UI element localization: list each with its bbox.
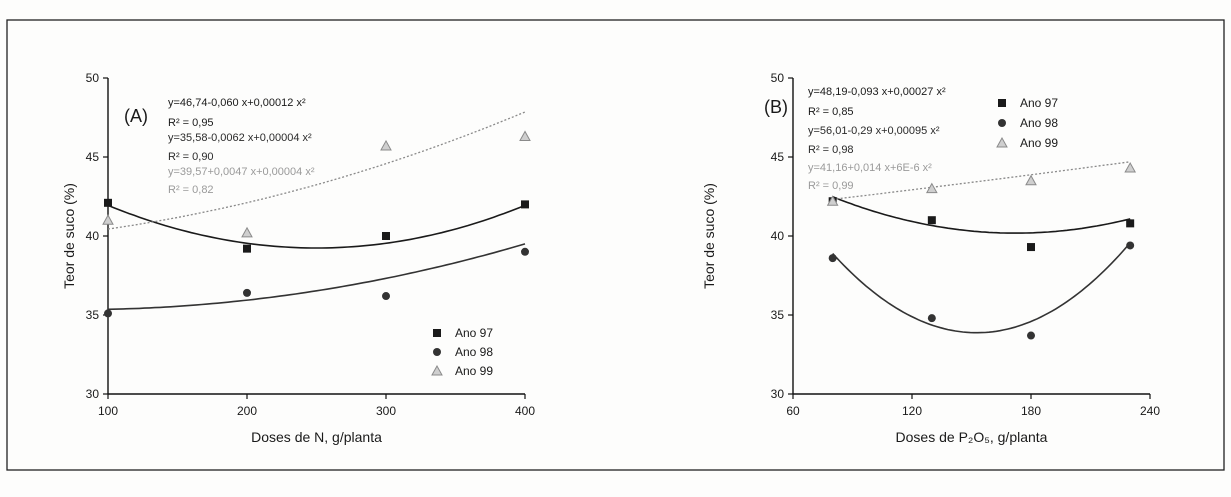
chart-b-equation-ano-98: y=56,01-0,29 x+0,00095 x² <box>808 125 940 137</box>
chart-b-legend-label-ano-99: Ano 99 <box>1020 136 1058 150</box>
chart-a-xtick-label: 400 <box>515 404 535 418</box>
chart-b-point-ano-99 <box>1025 174 1037 186</box>
chart-b-legend-label-ano-98: Ano 98 <box>1020 116 1058 130</box>
chart-a-series-ano-99 <box>102 111 531 238</box>
chart-a-point-ano-97 <box>382 232 390 240</box>
chart-b-point-ano-98 <box>828 254 837 263</box>
chart-b-ytick-label: 30 <box>771 387 785 401</box>
chart-b-series-ano-98 <box>828 241 1135 340</box>
chart-a-legend-marker-ano-98 <box>433 348 441 356</box>
chart-b-equation-ano-99: y=41,16+0,014 x+6E-6 x² <box>808 162 932 174</box>
chart-a-ytick-label: 40 <box>86 229 100 243</box>
chart-a-r2-ano-97: R² = 0,95 <box>168 117 214 129</box>
chart-a-panel-label: (A) <box>124 106 148 126</box>
chart-a-point-ano-99 <box>102 214 114 225</box>
chart-a-point-ano-98 <box>243 288 251 297</box>
chart-b-ytick-label: 35 <box>771 308 785 322</box>
chart-b-ytick-label: 50 <box>771 71 785 85</box>
chart-b-point-ano-98 <box>927 314 936 323</box>
chart-b-point-ano-99 <box>925 182 938 194</box>
chart-b-legend-marker-ano-97 <box>998 99 1006 107</box>
chart-a-xtick-label: 200 <box>237 404 257 418</box>
chart-b-r2-ano-97: R² = 0,85 <box>808 106 854 118</box>
chart-b-series-ano-97 <box>828 196 1135 252</box>
chart-a-y-axis-label: Teor de suco (%) <box>61 183 77 289</box>
chart-b-xtick-label: 120 <box>902 404 922 418</box>
chart-a-r2-ano-98: R² = 0,90 <box>168 151 214 163</box>
chart-b-r2-ano-98: R² = 0,98 <box>808 144 854 156</box>
chart-a-legend-label-ano-99: Ano 99 <box>455 364 493 378</box>
chart-a-xtick-label: 100 <box>98 404 118 418</box>
chart-a-point-ano-98 <box>104 309 112 318</box>
chart-a-point-ano-99 <box>519 130 531 141</box>
chart-b-point-ano-97 <box>1027 243 1035 252</box>
chart-b-y-axis-label: Teor de suco (%) <box>701 183 717 289</box>
chart-b-xtick-label: 240 <box>1140 404 1160 418</box>
chart-b-point-ano-98 <box>1126 241 1135 250</box>
chart-a-series-ano-97 <box>104 198 529 253</box>
chart-a-legend-label-ano-98: Ano 98 <box>455 345 493 359</box>
chart-b-point-ano-98 <box>1027 331 1035 340</box>
chart-a-point-ano-97 <box>243 244 251 253</box>
chart-b-xtick-label: 60 <box>786 404 800 418</box>
chart-a-legend-marker-ano-97 <box>433 329 441 337</box>
chart-a-series-ano-98 <box>104 243 529 318</box>
chart-b-panel-label: (B) <box>764 97 788 117</box>
chart-b-fit-curve-ano-97 <box>832 196 1131 234</box>
chart-a-point-ano-98 <box>521 247 529 256</box>
chart-b-fit-curve-ano-99 <box>832 161 1131 201</box>
chart-a-fit-curve-ano-98 <box>107 243 526 311</box>
chart-b-point-ano-97 <box>1126 219 1135 228</box>
chart-b-r2-ano-99: R² = 0,99 <box>808 180 854 192</box>
chart-a-point-ano-98 <box>382 292 390 301</box>
chart-a-legend-marker-ano-99 <box>431 364 443 376</box>
chart-a-legend-label-ano-97: Ano 97 <box>455 326 493 340</box>
chart-b-fit-curve-ano-98 <box>832 242 1131 334</box>
chart-b-point-ano-97 <box>927 216 936 225</box>
chart-a-fit-curve-ano-97 <box>107 204 526 249</box>
chart-b-legend-marker-ano-98 <box>998 119 1006 127</box>
chart-b: 30 35 40 45 50 60 120 180 240 Doses de P₂O₅, g/pl… <box>701 71 1160 445</box>
chart-a-ytick-label: 30 <box>86 387 100 401</box>
chart-a-point-ano-99 <box>241 226 253 238</box>
chart-a-xtick-label: 300 <box>376 404 396 418</box>
chart-a-equation-ano-99: y=39,57+0,0047 x+0,00004 x² <box>168 166 315 178</box>
chart-b-point-ano-99 <box>826 195 839 206</box>
chart-b-ytick-label: 45 <box>771 150 785 164</box>
chart-b-point-ano-99 <box>1124 162 1137 173</box>
chart-b-series-ano-99 <box>826 161 1137 206</box>
chart-a: 30 35 40 45 50 100 200 300 400 Doses de N, g/plan… <box>61 71 535 445</box>
chart-a-ytick-label: 45 <box>86 150 100 164</box>
chart-b-x-axis-label: Doses de P₂O₅, g/planta <box>896 429 1048 445</box>
figure-frame <box>6 19 1225 471</box>
chart-a-ytick-label: 50 <box>86 71 100 85</box>
chart-b-xtick-label: 180 <box>1021 404 1041 418</box>
chart-a-equation-ano-97: y=46,74-0,060 x+0,00012 x² <box>168 97 306 109</box>
chart-b-ytick-label: 40 <box>771 229 785 243</box>
chart-a-point-ano-99 <box>380 139 392 151</box>
chart-b-legend-marker-ano-99 <box>996 136 1008 148</box>
chart-a-ytick-label: 35 <box>86 308 100 322</box>
chart-a-x-axis-label: Doses de N, g/planta <box>251 429 382 445</box>
chart-a-point-ano-97 <box>521 200 529 209</box>
chart-a-fit-curve-ano-99 <box>107 111 526 230</box>
chart-a-point-ano-97 <box>104 198 112 207</box>
chart-b-legend-label-ano-97: Ano 97 <box>1020 96 1058 110</box>
chart-a-r2-ano-99: R² = 0,82 <box>168 184 214 196</box>
chart-b-equation-ano-97: y=48,19-0,093 x+0,00027 x² <box>808 86 946 98</box>
chart-a-equation-ano-98: y=35,58-0,0062 x+0,00004 x² <box>168 132 312 144</box>
